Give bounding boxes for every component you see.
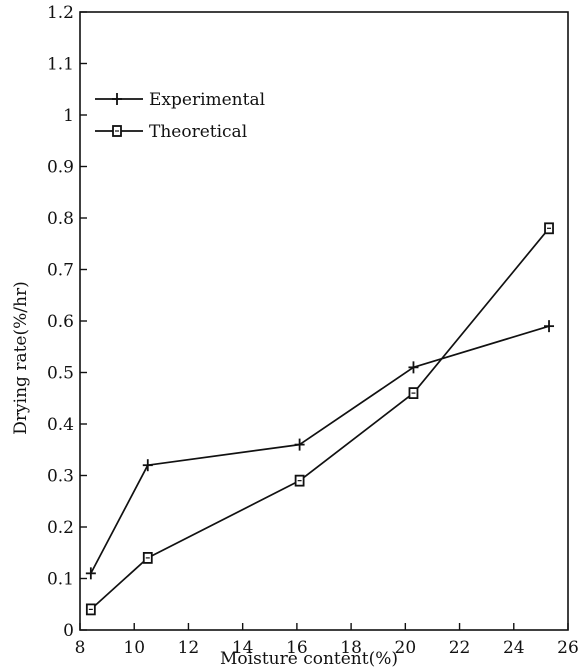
legend-marker-theoretical <box>112 125 122 137</box>
x-tick-label: 8 <box>75 638 86 658</box>
data-point-experimental <box>294 438 305 451</box>
x-tick-label: 24 <box>503 638 525 658</box>
y-tick-label: 0.2 <box>47 518 74 538</box>
y-tick-label: 0.5 <box>47 364 74 384</box>
y-tick-label: 0.1 <box>47 570 74 590</box>
ticks: 0 0.1 0.2 0.3 0.4 0.5 0.6 0.7 0.8 0.9 1 1.1 1.2 8 10 12… <box>47 3 579 658</box>
y-tick-label: 0.7 <box>47 261 74 281</box>
series-line-experimental <box>90 325 550 574</box>
data-point-experimental <box>142 459 153 472</box>
data-point-theoretical <box>408 387 419 400</box>
y-tick-label: 0.3 <box>47 467 74 487</box>
legend-marker-experimental <box>112 93 122 105</box>
x-tick-label: 18 <box>340 638 362 658</box>
x-tick-label: 12 <box>178 638 200 658</box>
data-point-theoretical <box>142 552 153 564</box>
legend-label-experimental: Experimental <box>149 90 265 110</box>
y-tick-label: 0.6 <box>47 312 74 332</box>
y-tick-label: 1.2 <box>47 3 74 23</box>
data-point-theoretical <box>544 222 554 235</box>
legend-label-theoretical: Theoretical <box>149 122 247 142</box>
x-tick-label: 10 <box>123 638 145 658</box>
y-tick-label: 0.8 <box>47 209 74 229</box>
y-tick-label: 0.9 <box>47 158 74 178</box>
legend: Experimental Theoretical <box>95 90 265 142</box>
series-line-theoretical <box>90 227 550 611</box>
data-point-experimental <box>544 320 555 333</box>
y-tick-label: 1 <box>63 106 74 126</box>
data-point-experimental <box>85 567 96 580</box>
y-axis-title: Drying rate(%/hr) <box>11 281 31 434</box>
x-tick-label: 20 <box>395 638 417 658</box>
data-point-experimental <box>408 361 419 374</box>
x-tick-label: 16 <box>286 638 308 658</box>
y-tick-label: 0 <box>63 621 74 641</box>
data-point-theoretical <box>294 474 305 487</box>
x-tick-label: 14 <box>232 638 254 658</box>
x-axis-title: Moisture content(%) <box>220 649 398 669</box>
y-tick-label: 1.1 <box>47 55 74 75</box>
y-tick-label: 0.4 <box>47 415 74 435</box>
x-tick-label: 26 <box>557 638 579 658</box>
x-tick-label: 22 <box>449 638 471 658</box>
series <box>85 222 555 616</box>
data-point-theoretical <box>85 603 96 616</box>
